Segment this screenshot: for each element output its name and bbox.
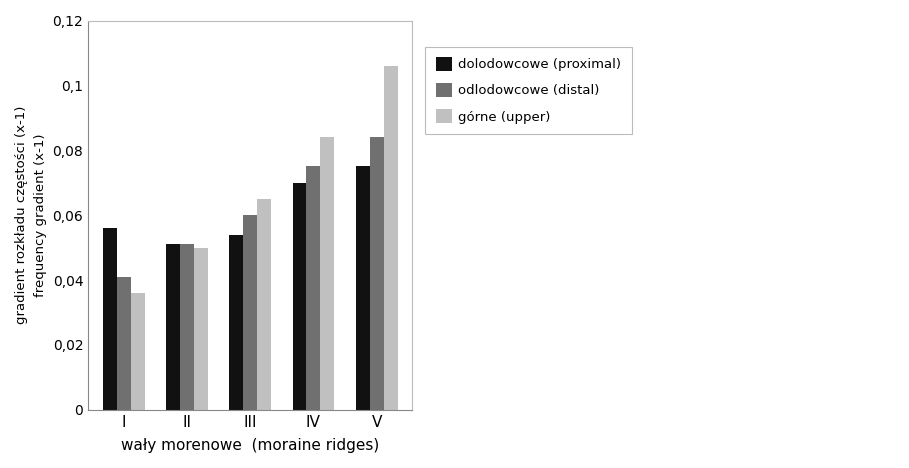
Bar — [117, 277, 131, 410]
Bar — [194, 248, 208, 410]
Bar — [131, 293, 145, 410]
Bar — [306, 167, 320, 410]
Legend: dolodowcowe (proximal), odlodowcowe (distal), górne (upper): dolodowcowe (proximal), odlodowcowe (dis… — [425, 46, 632, 134]
Bar — [384, 66, 397, 410]
Y-axis label: gradient rozkładu częstości (x-1)
frequency gradient (x-1): gradient rozkładu częstości (x-1) freque… — [15, 106, 47, 324]
Bar — [293, 183, 306, 410]
Bar — [320, 137, 335, 410]
Bar — [355, 167, 370, 410]
Bar — [103, 228, 117, 410]
Bar — [180, 244, 194, 410]
Bar — [166, 244, 180, 410]
Bar — [257, 199, 271, 410]
Bar — [370, 137, 384, 410]
Bar — [229, 234, 244, 410]
X-axis label: wały morenowe  (moraine ridges): wały morenowe (moraine ridges) — [121, 438, 379, 453]
Bar — [244, 215, 257, 410]
